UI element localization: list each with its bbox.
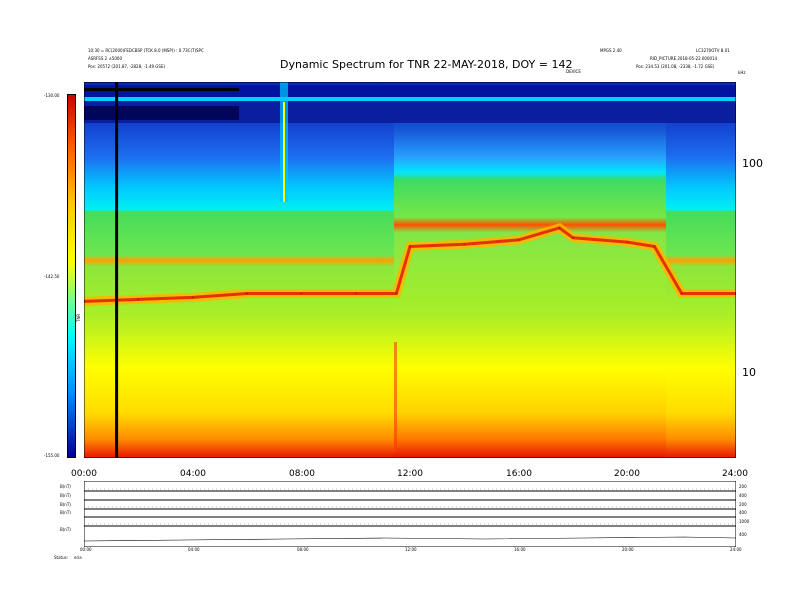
header-left-line3: Pos: 20572 (201.87, -2828, -1.49 GSE)	[88, 64, 166, 69]
lower-row-label-4: B(nT)	[60, 510, 71, 515]
colorbar-tick-bottom: -155.00	[44, 453, 60, 458]
header-right-line3: Pos: 234.53 (201.08, -2338, -1.72 GSE)	[636, 64, 715, 69]
lower-right-tick-3: 200	[739, 502, 747, 507]
lower-row-label-3: B(nT)	[60, 502, 71, 507]
header-left-line1: 10:30 = RC(2000)FEDCBSP (TCK 8.0 (MSP)) …	[88, 48, 204, 53]
corner-unit-label: kHz	[738, 70, 746, 75]
x-tick-0: 00:00	[71, 469, 97, 479]
colorbar	[67, 94, 76, 458]
lower-right-tick-5: 1000	[739, 519, 750, 524]
plasma-line-point	[137, 298, 140, 301]
lower-right-tick-2: 400	[739, 493, 747, 498]
lower-row-label-5: B(nT)	[60, 527, 71, 532]
plasma-line-point	[408, 245, 412, 248]
lower-panel	[84, 481, 736, 547]
lower-time-tick-6: 24:00	[730, 547, 742, 552]
header-mid-line2: DEVICE	[566, 69, 581, 74]
lower-row-label-1: B(nT)	[60, 484, 71, 489]
status-label: Status:	[54, 555, 69, 560]
chart-title: Dynamic Spectrum for TNR 22-MAY-2018, DO…	[280, 58, 573, 71]
header-right-line2: RID_PICTURE 2018-05-22 000014	[650, 56, 718, 61]
colorbar-tick-mid: -142.50	[44, 274, 60, 279]
x-tick-4: 16:00	[506, 469, 532, 479]
plasma-line-point	[354, 292, 357, 295]
plasma-line-point	[191, 296, 194, 299]
x-tick-1: 04:00	[180, 469, 206, 479]
header-left-line2: ASRFSS 2 ±5000	[88, 56, 122, 61]
plasma-line-point	[571, 236, 575, 239]
lower-row-label-2: B(nT)	[60, 493, 71, 498]
lower-time-tick-2: 08:00	[297, 547, 309, 552]
lower-time-tick-3: 12:00	[405, 547, 417, 552]
colorbar-units-label: TNR	[76, 313, 81, 322]
spectrogram-plot	[84, 82, 736, 458]
status-value: eria	[74, 555, 82, 560]
plasma-line-point	[245, 292, 249, 295]
plasma-line-point	[680, 292, 683, 295]
lower-right-tick-4: 400	[739, 510, 747, 515]
lower-time-tick-5: 20:00	[622, 547, 634, 552]
plasma-line-point	[558, 226, 561, 230]
lower-right-tick-6: 400	[739, 532, 747, 537]
y-tick-10: 10	[742, 366, 756, 379]
header-right-line1: LC3270OTV 8.01	[696, 48, 730, 53]
lower-time-tick-0: 00:00	[80, 547, 92, 552]
plasma-line-layer	[84, 222, 736, 306]
x-tick-5: 20:00	[614, 469, 640, 479]
plasma-line-core	[84, 226, 736, 303]
plasma-line-point	[626, 240, 629, 244]
lower-right-tick-1: 200	[739, 484, 747, 489]
plasma-line-point	[653, 245, 656, 248]
x-tick-2: 08:00	[289, 469, 315, 479]
plasma-line-point	[517, 238, 520, 242]
lower-time-tick-4: 16:00	[514, 547, 526, 552]
plasma-line-point	[300, 292, 303, 295]
colorbar-tick-top: -130.00	[44, 93, 60, 98]
plasma-line-point	[463, 243, 466, 246]
lower-time-tick-1: 04:00	[188, 547, 200, 552]
header-mid-line1: MPGS 2.40	[600, 48, 622, 53]
x-tick-3: 12:00	[397, 469, 423, 479]
plasma-line-point	[395, 292, 398, 295]
x-tick-6: 24:00	[722, 469, 748, 479]
y-tick-100: 100	[742, 157, 763, 170]
